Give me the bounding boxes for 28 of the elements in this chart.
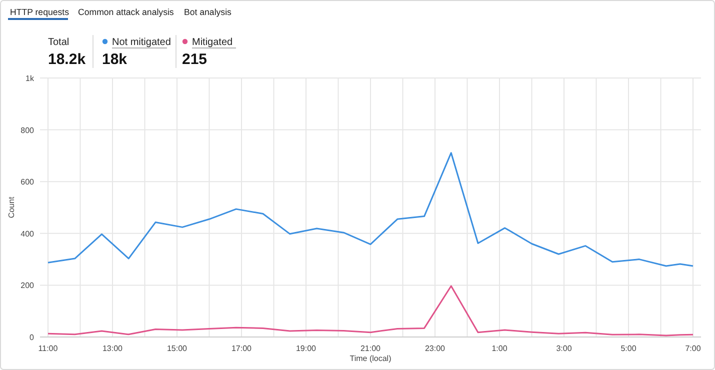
- x-tick-label: 3:00: [556, 344, 572, 353]
- text: Common attack analysis: [78, 7, 174, 17]
- text: 18k: [102, 51, 128, 68]
- y-tick-label: 400: [20, 229, 35, 238]
- y-tick-label: 200: [20, 281, 35, 290]
- text: 215: [182, 51, 208, 68]
- text: HTTP requests: [10, 7, 70, 17]
- x-tick-label: 11:00: [38, 344, 58, 353]
- x-tick-label: 21:00: [360, 344, 382, 353]
- text: Bot analysis: [184, 7, 232, 17]
- y-tick-label: 600: [20, 178, 35, 187]
- x-tick-label: 17:00: [231, 344, 252, 353]
- x-tick-label: 15:00: [166, 344, 188, 353]
- x-tick-label: 19:00: [296, 344, 317, 353]
- y-axis-title: Count: [7, 196, 16, 218]
- x-tick-label: 1:00: [492, 344, 508, 353]
- x-tick-label: 7:00: [685, 344, 702, 353]
- legend-label: Not mitigated: [112, 37, 171, 48]
- y-tick-label: 800: [20, 126, 35, 135]
- x-tick-label: 13:00: [102, 344, 124, 353]
- y-tick-label: 1k: [26, 74, 35, 83]
- x-axis-title: Time (local): [350, 354, 392, 363]
- y-tick-label: 0: [30, 333, 35, 342]
- x-tick-label: 23:00: [424, 344, 446, 353]
- text: 18.2k: [48, 51, 86, 68]
- x-tick-label: 5:00: [620, 344, 637, 353]
- legend-label: Mitigated: [192, 37, 233, 48]
- text: Total: [48, 37, 70, 48]
